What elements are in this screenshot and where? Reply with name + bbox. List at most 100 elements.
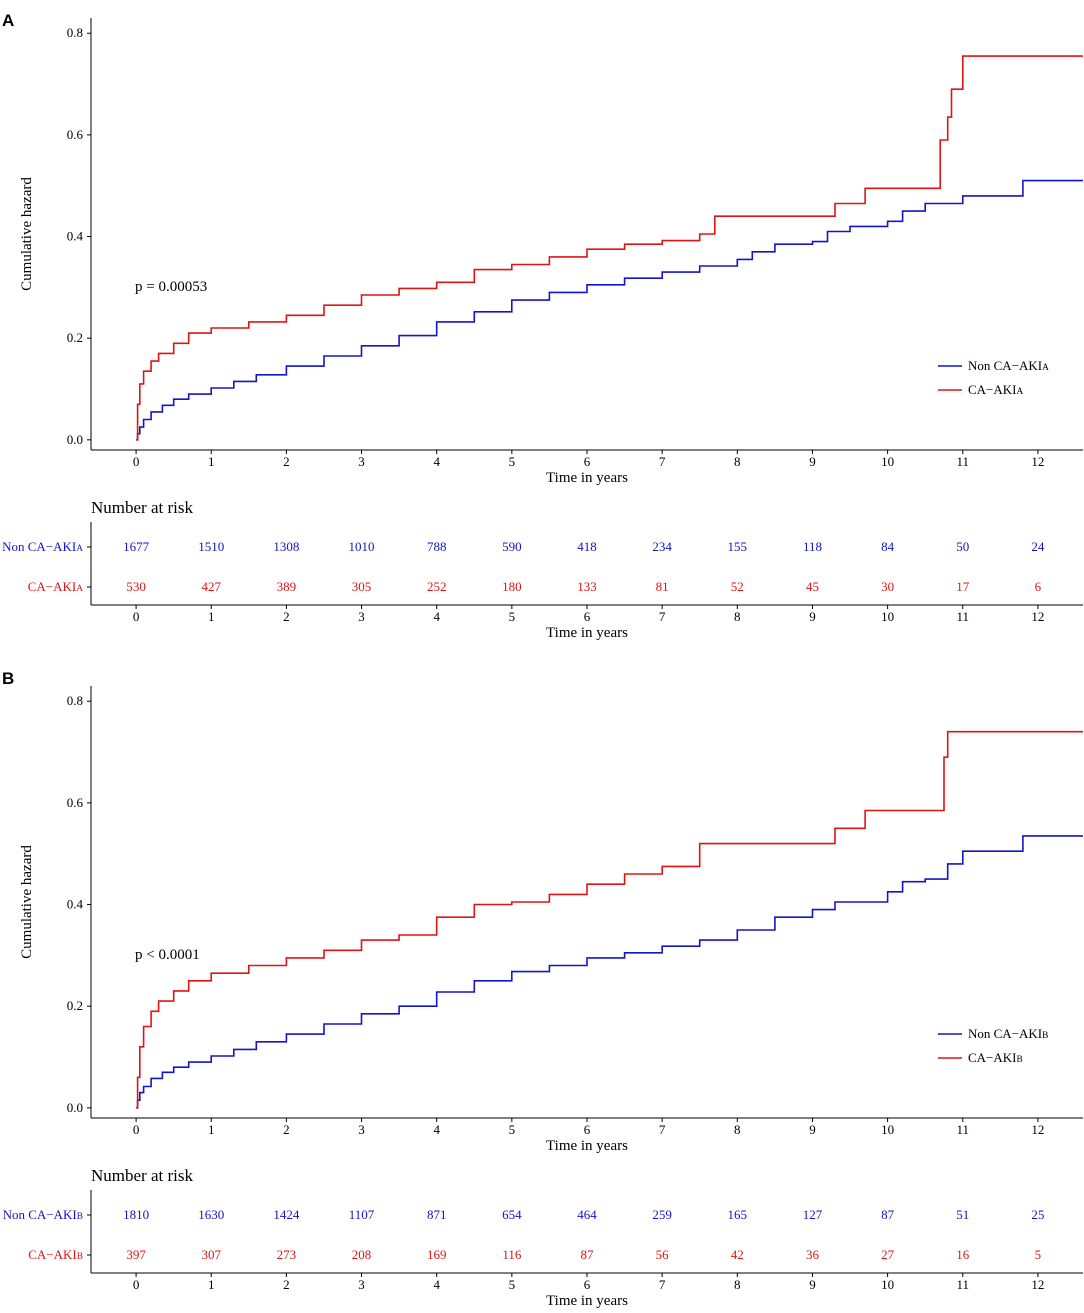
legend-label-non-ca: Non CA−AKIA: [968, 358, 1049, 373]
risk-count-ca: 133: [577, 579, 597, 594]
y-tick-label: 0.2: [67, 330, 83, 345]
x-tick-label: 7: [659, 454, 666, 469]
panel-letter: B: [2, 669, 14, 688]
risk-count-ca: 56: [656, 1247, 670, 1262]
x-tick-label: 3: [358, 1122, 365, 1137]
legend-label-ca: CA−AKIA: [968, 382, 1024, 397]
risk-count-non-ca: 118: [803, 539, 822, 554]
risk-count-ca: 27: [881, 1247, 895, 1262]
risk-row-label-ca: CA−AKIA: [28, 579, 84, 594]
risk-x-tick-label: 9: [809, 1277, 816, 1292]
risk-count-non-ca: 127: [803, 1207, 823, 1222]
risk-count-non-ca: 418: [577, 539, 597, 554]
risk-x-tick-label: 5: [509, 609, 516, 624]
x-tick-label: 3: [358, 454, 365, 469]
risk-count-non-ca: 1010: [349, 539, 375, 554]
risk-x-tick-label: 7: [659, 1277, 666, 1292]
risk-count-non-ca: 1810: [123, 1207, 149, 1222]
x-tick-label: 0: [133, 1122, 140, 1137]
risk-x-tick-label: 4: [433, 609, 440, 624]
x-tick-label: 9: [809, 1122, 816, 1137]
risk-x-tick-label: 12: [1031, 609, 1044, 624]
risk-count-ca: 169: [427, 1247, 447, 1262]
risk-count-ca: 208: [352, 1247, 372, 1262]
x-tick-label: 4: [433, 454, 440, 469]
risk-count-non-ca: 590: [502, 539, 522, 554]
y-tick-label: 0.6: [67, 127, 84, 142]
y-tick-label: 0.4: [67, 897, 84, 912]
x-tick-label: 9: [809, 454, 816, 469]
risk-count-ca: 116: [502, 1247, 522, 1262]
x-tick-label: 4: [433, 1122, 440, 1137]
risk-count-non-ca: 1308: [273, 539, 299, 554]
legend-label-non-ca: Non CA−AKIB: [968, 1026, 1048, 1041]
risk-count-non-ca: 87: [881, 1207, 895, 1222]
x-tick-label: 6: [584, 454, 591, 469]
risk-count-ca: 5: [1035, 1247, 1042, 1262]
non-ca-curve: [136, 835, 1083, 1109]
x-tick-label: 0: [133, 454, 140, 469]
risk-count-non-ca: 1510: [198, 539, 224, 554]
x-tick-label: 11: [956, 1122, 969, 1137]
risk-x-tick-label: 11: [956, 609, 969, 624]
x-tick-label: 10: [881, 1122, 894, 1137]
risk-x-tick-label: 7: [659, 609, 666, 624]
y-tick-label: 0.8: [67, 25, 83, 40]
risk-count-non-ca: 155: [728, 539, 748, 554]
y-axis-title: Cumulative hazard: [19, 177, 35, 291]
risk-count-ca: 36: [806, 1247, 820, 1262]
x-tick-label: 6: [584, 1122, 591, 1137]
x-tick-label: 8: [734, 1122, 741, 1137]
risk-count-non-ca: 50: [956, 539, 969, 554]
risk-count-non-ca: 259: [652, 1207, 672, 1222]
risk-x-tick-label: 6: [584, 1277, 591, 1292]
risk-x-tick-label: 5: [509, 1277, 516, 1292]
x-tick-label: 11: [956, 454, 969, 469]
y-tick-label: 0.2: [67, 998, 83, 1013]
risk-x-tick-label: 6: [584, 609, 591, 624]
risk-count-non-ca: 84: [881, 539, 895, 554]
non-ca-curve: [136, 179, 1083, 441]
risk-count-non-ca: 1424: [273, 1207, 300, 1222]
risk-count-ca: 273: [277, 1247, 297, 1262]
y-tick-label: 0.0: [67, 432, 83, 447]
risk-x-tick-label: 11: [956, 1277, 969, 1292]
ca-curve: [136, 730, 1083, 1109]
risk-count-non-ca: 871: [427, 1207, 447, 1222]
x-tick-label: 5: [509, 1122, 516, 1137]
x-axis-title: Time in years: [546, 470, 628, 486]
risk-count-ca: 389: [277, 579, 297, 594]
risk-count-ca: 307: [201, 1247, 221, 1262]
risk-count-non-ca: 51: [956, 1207, 969, 1222]
risk-count-non-ca: 1677: [123, 539, 150, 554]
p-value-annotation: p = 0.00053: [135, 279, 207, 295]
risk-count-ca: 180: [502, 579, 522, 594]
risk-x-tick-label: 10: [881, 609, 894, 624]
risk-x-tick-label: 1: [208, 609, 215, 624]
x-tick-label: 1: [208, 1122, 215, 1137]
risk-count-ca: 30: [881, 579, 894, 594]
risk-count-non-ca: 464: [577, 1207, 597, 1222]
y-tick-label: 0.8: [67, 693, 83, 708]
risk-count-ca: 305: [352, 579, 372, 594]
y-axis-title: Cumulative hazard: [19, 845, 35, 959]
risk-count-ca: 52: [731, 579, 744, 594]
risk-row-label-non-ca: Non CA−AKIA: [2, 539, 83, 554]
y-tick-label: 0.6: [67, 795, 84, 810]
risk-count-ca: 397: [126, 1247, 146, 1262]
x-tick-label: 10: [881, 454, 894, 469]
risk-count-ca: 16: [956, 1247, 970, 1262]
risk-x-tick-label: 9: [809, 609, 816, 624]
x-tick-label: 2: [283, 1122, 290, 1137]
risk-count-ca: 87: [581, 1247, 595, 1262]
x-tick-label: 1: [208, 454, 215, 469]
ca-curve: [136, 55, 1083, 441]
x-tick-label: 12: [1031, 454, 1044, 469]
risk-count-non-ca: 788: [427, 539, 447, 554]
risk-count-ca: 6: [1035, 579, 1042, 594]
risk-count-non-ca: 1107: [349, 1207, 375, 1222]
risk-table-title: Number at risk: [91, 1166, 193, 1185]
risk-x-axis-title: Time in years: [546, 1293, 628, 1309]
y-tick-label: 0.4: [67, 229, 84, 244]
